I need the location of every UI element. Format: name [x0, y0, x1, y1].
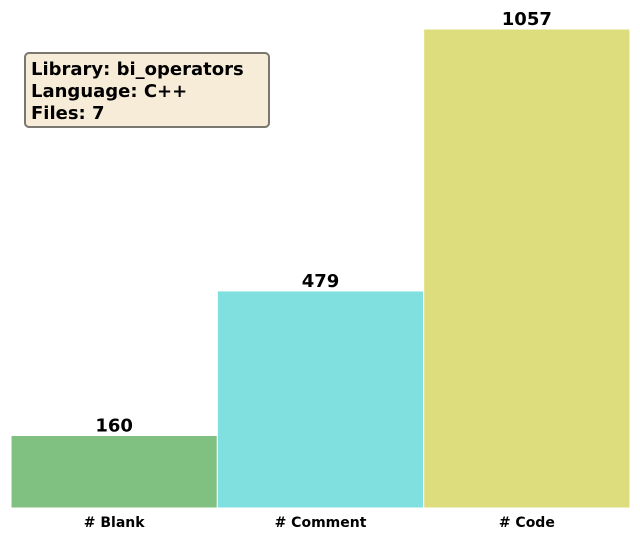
x-tick-label-comment: # Comment [275, 515, 367, 531]
value-label-blank: 160 [95, 415, 133, 436]
x-tick-labels-group: # Blank # Comment # Code [84, 515, 555, 531]
info-files: Files: 7 [31, 103, 105, 124]
value-labels-group: 160 479 1057 [95, 9, 552, 436]
bars-group [10, 28, 631, 509]
info-box: Library: bi_operators Language: C++ File… [24, 52, 270, 128]
info-language: Language: C++ [31, 81, 188, 102]
info-library: Library: bi_operators [31, 59, 244, 80]
bar-blank [10, 434, 218, 509]
x-tick-label-blank: # Blank [84, 515, 145, 531]
x-tick-label-code: # Code [499, 515, 555, 531]
bar-comment [216, 290, 425, 509]
value-label-code: 1057 [502, 9, 552, 30]
value-label-comment: 479 [302, 271, 340, 292]
bar-code [423, 28, 631, 509]
